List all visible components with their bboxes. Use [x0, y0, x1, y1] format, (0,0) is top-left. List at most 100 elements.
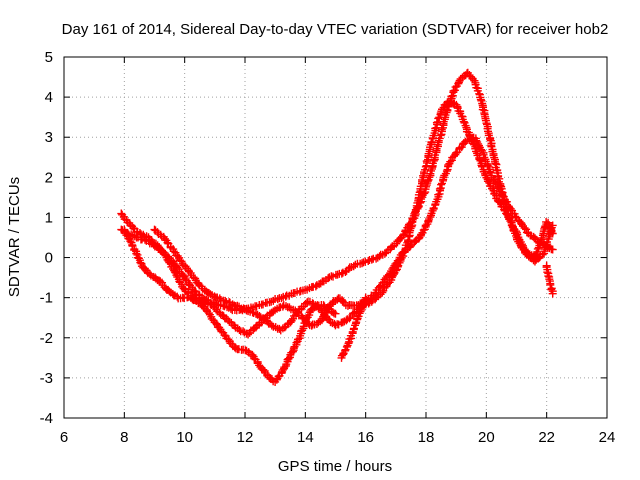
data-point-marker: [378, 288, 387, 297]
data-point-marker: [478, 105, 487, 114]
data-point-marker: [484, 127, 493, 136]
data-point-marker: [337, 269, 346, 278]
data-point-marker: [548, 289, 557, 298]
data-point-marker: [434, 190, 443, 199]
data-point-marker: [548, 245, 557, 254]
data-point-marker: [548, 229, 557, 238]
chart-title: Day 161 of 2014, Sidereal Day-to-day VTE…: [62, 21, 609, 38]
y-tick-label: 2: [45, 169, 53, 186]
data-point-marker: [495, 198, 504, 207]
y-tick-label: 0: [45, 250, 53, 267]
y-tick-label: -3: [40, 370, 53, 387]
y-tick-label: 5: [45, 49, 53, 66]
series-track-2: [117, 133, 557, 339]
data-point-marker: [331, 309, 340, 318]
data-point-marker: [435, 184, 444, 193]
y-tick-label: -2: [40, 330, 53, 347]
data-point-marker: [532, 249, 541, 258]
x-tick-label: 12: [237, 429, 254, 446]
data-point-marker: [163, 238, 172, 247]
data-point-marker: [397, 253, 406, 262]
data-point-marker: [520, 223, 529, 232]
data-point-marker: [437, 125, 446, 134]
data-point-marker: [535, 239, 544, 248]
data-point-marker: [411, 205, 420, 214]
data-point-marker: [300, 319, 309, 328]
data-point-marker: [215, 323, 224, 332]
data-point-marker: [132, 249, 141, 258]
x-tick-label: 20: [478, 429, 495, 446]
data-point-marker: [176, 278, 185, 287]
data-point-marker: [546, 280, 555, 289]
data-point-marker: [317, 316, 326, 325]
y-axis-label: SDTVAR / TECUs: [6, 177, 23, 297]
data-point-marker: [235, 326, 244, 335]
data-layer: [117, 68, 557, 386]
plot-frame: [63, 56, 608, 419]
data-point-marker: [206, 290, 215, 299]
data-point-marker: [459, 117, 468, 126]
data-point-marker: [287, 316, 296, 325]
x-tick-label: 18: [418, 429, 435, 446]
series-track-3: [120, 225, 340, 386]
data-point-marker: [271, 323, 280, 332]
data-point-marker: [269, 296, 278, 305]
data-point-marker: [391, 266, 400, 275]
data-point-marker: [410, 209, 419, 218]
x-tick-label: 6: [60, 429, 68, 446]
data-point-marker: [148, 238, 157, 247]
data-point-marker: [221, 296, 230, 305]
data-point-marker: [438, 105, 447, 114]
data-point-marker: [533, 244, 542, 253]
data-point-marker: [482, 173, 491, 182]
data-point-marker: [440, 171, 449, 180]
data-point-marker: [284, 354, 293, 363]
data-point-marker: [493, 172, 502, 181]
data-point-marker: [395, 258, 404, 267]
data-point-marker: [490, 190, 499, 199]
data-point-marker: [500, 196, 509, 205]
data-point-marker: [472, 147, 481, 156]
data-point-marker: [486, 135, 495, 144]
grid-layer: [64, 57, 607, 418]
data-point-marker: [290, 342, 299, 351]
data-point-marker: [277, 294, 286, 303]
data-point-marker: [367, 255, 376, 264]
data-point-marker: [282, 302, 291, 311]
data-point-marker: [186, 281, 195, 290]
data-point-marker: [358, 299, 367, 308]
data-point-marker: [248, 350, 257, 359]
data-point-marker: [156, 277, 165, 286]
series-track-4: [150, 97, 557, 335]
data-point-marker: [364, 257, 373, 266]
data-point-marker: [361, 293, 370, 302]
data-point-marker: [547, 285, 556, 294]
y-tick-label: -1: [40, 290, 53, 307]
data-point-marker: [356, 307, 365, 316]
data-point-marker: [281, 292, 290, 301]
data-point-marker: [506, 217, 515, 226]
data-point-marker: [126, 237, 135, 246]
data-point-marker: [173, 252, 182, 261]
x-tick-label: 22: [538, 429, 555, 446]
series-track-6: [542, 261, 557, 298]
data-point-marker: [452, 100, 461, 109]
data-point-marker: [475, 155, 484, 164]
data-point-marker: [467, 135, 476, 144]
data-point-marker: [417, 230, 426, 239]
series-track-1: [117, 68, 557, 315]
data-point-marker: [233, 301, 242, 310]
x-tick-label: 8: [120, 429, 128, 446]
data-point-marker: [421, 162, 430, 171]
data-point-marker: [538, 250, 547, 259]
data-point-marker: [422, 157, 431, 166]
data-point-marker: [134, 254, 143, 263]
data-point-marker: [165, 258, 174, 267]
x-tick-label: 24: [599, 429, 616, 446]
data-point-marker: [338, 318, 347, 327]
x-tick-label: 16: [357, 429, 374, 446]
data-point-marker: [465, 132, 474, 141]
x-tick-label: 14: [297, 429, 314, 446]
